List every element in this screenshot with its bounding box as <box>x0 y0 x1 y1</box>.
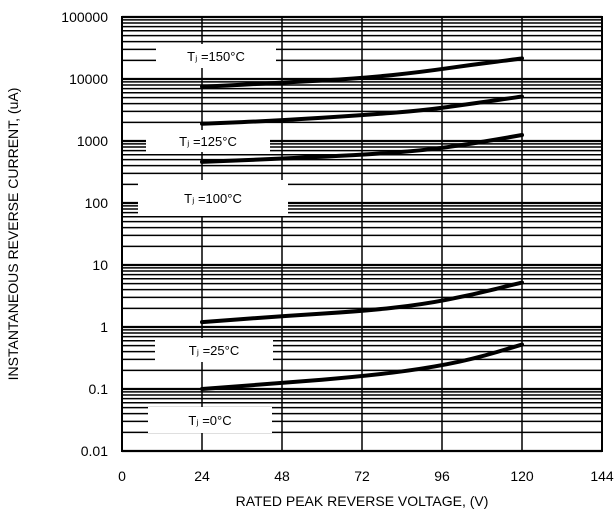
curve-label-box <box>148 407 272 433</box>
x-tick-label: 72 <box>354 468 370 484</box>
y-tick-label: 10000 <box>69 71 108 87</box>
curve-label-box <box>155 338 273 362</box>
curve-4 <box>200 342 524 391</box>
curve-1 <box>200 94 524 126</box>
y-tick-label: 100000 <box>61 9 108 25</box>
y-tick-labels: 100000 10000 1000 100 10 1 0.1 0.01 <box>61 9 108 459</box>
plot-frame <box>121 16 603 452</box>
curve-label: Tⱼ =150°C <box>187 49 245 64</box>
x-tick-labels: 0 24 48 72 96 120 144 <box>118 468 614 484</box>
curve-label-box <box>138 180 288 216</box>
y-tick-label: 0.1 <box>89 381 109 397</box>
y-tick-label: 10 <box>92 257 108 273</box>
curves <box>200 56 524 391</box>
y-tick-label: 1000 <box>77 133 108 149</box>
x-tick-label: 96 <box>434 468 450 484</box>
curve-label-box <box>156 44 276 68</box>
curve-labels: Tⱼ =150°C Tⱼ =125°C Tⱼ =100°C Tⱼ =25°C Tⱼ =0… <box>138 44 288 433</box>
x-axis-title: RATED PEAK REVERSE VOLTAGE, (V) <box>236 493 489 509</box>
x-tick-label: 48 <box>274 468 290 484</box>
y-tick-label: 1 <box>100 319 108 335</box>
x-tick-label: 144 <box>590 468 614 484</box>
curve-label: Tⱼ =100°C <box>184 191 242 206</box>
curve-3 <box>200 280 524 325</box>
y-axis-title: INSTANTANEOUS REVERSE CURRENT, (uA) <box>5 88 21 381</box>
curve-label: Tⱼ =125°C <box>179 134 237 149</box>
y-tick-label: 0.01 <box>81 443 108 459</box>
x-tick-label: 120 <box>510 468 534 484</box>
curve-label: Tⱼ =25°C <box>189 343 239 358</box>
curve-label-box <box>146 130 270 152</box>
y-tick-label: 100 <box>85 195 109 211</box>
curve-label: Tⱼ =0°C <box>188 413 231 428</box>
curve-0 <box>200 56 524 89</box>
x-tick-label: 24 <box>194 468 210 484</box>
x-tick-label: 0 <box>118 468 126 484</box>
curve-2 <box>200 133 524 164</box>
